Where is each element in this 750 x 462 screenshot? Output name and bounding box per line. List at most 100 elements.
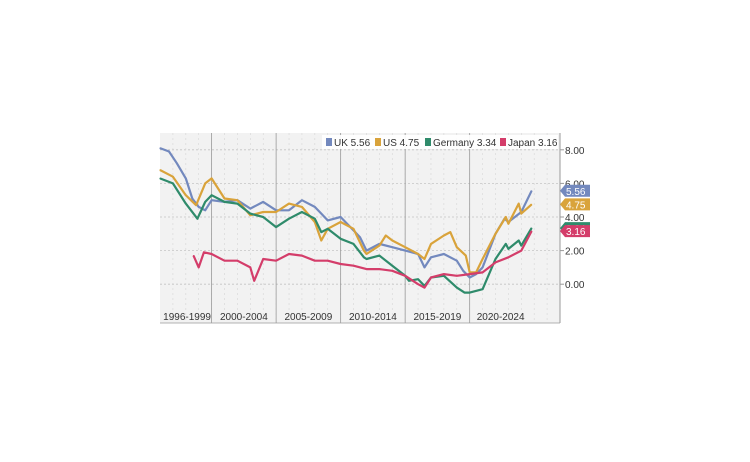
data-point-us	[301, 206, 303, 208]
data-point-us	[262, 211, 264, 213]
data-point-germany	[378, 255, 380, 257]
data-point-germany	[249, 213, 251, 215]
legend-swatch-germany	[425, 138, 431, 146]
data-point-japan	[443, 273, 445, 275]
data-point-germany	[172, 182, 174, 184]
data-point-uk	[288, 209, 290, 211]
data-point-uk	[456, 260, 458, 262]
data-point-us	[391, 239, 393, 242]
data-point-japan	[275, 260, 277, 262]
data-point-us	[249, 214, 251, 216]
data-point-uk	[423, 266, 426, 268]
data-point-germany	[196, 218, 199, 220]
data-point-us	[236, 199, 239, 201]
data-point-germany	[185, 202, 187, 205]
data-point-uk	[185, 177, 187, 179]
data-point-japan	[417, 283, 419, 285]
data-point-germany	[391, 265, 393, 267]
data-point-germany	[204, 201, 206, 203]
last-value-tag-uk: 5.56	[560, 184, 590, 198]
data-point-uk	[176, 162, 178, 164]
data-point-uk	[159, 147, 161, 149]
data-point-japan	[203, 251, 205, 253]
legend-entry-us: US 4.75	[383, 138, 420, 149]
data-point-japan	[481, 271, 484, 274]
data-point-us	[518, 202, 520, 205]
data-point-uk	[443, 253, 445, 255]
y-tick-label: 4.00	[565, 213, 585, 224]
data-point-japan	[288, 253, 290, 255]
data-point-uk	[249, 208, 251, 210]
data-point-uk	[204, 209, 206, 211]
data-point-germany	[211, 194, 213, 196]
y-axis-ticks: 0.002.004.006.008.00	[560, 146, 585, 291]
data-point-japan	[378, 268, 380, 270]
x-period-label: 2000-2004	[220, 312, 268, 323]
data-point-germany	[352, 243, 355, 245]
data-point-germany	[408, 280, 410, 282]
data-point-uk	[168, 150, 170, 153]
series-lines	[159, 147, 533, 294]
data-point-japan	[314, 260, 316, 262]
data-point-germany	[363, 256, 365, 258]
data-point-japan	[327, 260, 329, 262]
x-period-label: 1996-1999	[163, 312, 211, 323]
data-point-us	[417, 253, 419, 255]
data-point-germany	[520, 244, 522, 247]
data-point-japan	[365, 268, 368, 270]
data-point-us	[211, 177, 213, 179]
data-point-us	[352, 228, 355, 230]
data-point-japan	[198, 266, 200, 268]
data-point-germany	[340, 238, 342, 240]
data-point-japan	[262, 258, 264, 260]
data-point-japan	[211, 253, 213, 255]
data-point-germany	[443, 275, 445, 277]
x-period-label: 2015-2019	[414, 312, 462, 323]
legend-swatch-uk	[326, 138, 332, 146]
data-point-uk	[481, 266, 484, 268]
data-point-uk	[198, 206, 200, 208]
data-point-uk	[211, 199, 213, 201]
data-point-us	[185, 194, 187, 196]
data-point-germany	[159, 177, 161, 179]
data-point-us	[456, 246, 458, 248]
data-point-us	[172, 176, 174, 178]
last-value-tag-shape	[560, 184, 590, 197]
last-value-tag-shape	[560, 225, 590, 238]
data-point-uk	[430, 256, 432, 258]
data-point-japan	[430, 276, 432, 279]
data-point-us	[195, 204, 197, 206]
data-point-us	[204, 182, 206, 184]
data-point-japan	[340, 263, 342, 265]
data-point-germany	[518, 239, 520, 242]
data-point-germany	[301, 211, 303, 213]
data-point-germany	[481, 288, 484, 290]
data-point-us	[465, 255, 467, 257]
data-point-uk	[320, 213, 322, 215]
data-point-germany	[531, 227, 533, 229]
data-point-japan	[423, 286, 426, 289]
data-point-us	[404, 246, 406, 248]
data-point-japan	[520, 250, 522, 252]
legend-entry-germany: Germany 3.34	[433, 138, 497, 149]
data-point-germany	[320, 231, 322, 233]
data-point-germany	[505, 243, 507, 245]
data-point-us	[275, 211, 277, 213]
data-point-germany	[275, 226, 277, 228]
last-value-tag-shape	[560, 198, 590, 211]
data-point-us	[365, 253, 368, 255]
data-point-us	[378, 244, 380, 247]
data-point-us	[363, 250, 365, 252]
data-point-us	[430, 243, 432, 245]
y-tick-label: 2.00	[565, 247, 585, 258]
data-point-us	[443, 234, 445, 237]
legend-entry-uk: UK 5.56	[334, 138, 371, 149]
data-point-us	[481, 258, 484, 260]
data-point-uk	[462, 270, 464, 272]
data-point-japan	[456, 275, 458, 277]
series-line-germany	[159, 177, 533, 294]
data-point-uk	[531, 190, 533, 192]
plot-background	[160, 133, 560, 323]
data-point-uk	[262, 201, 264, 203]
